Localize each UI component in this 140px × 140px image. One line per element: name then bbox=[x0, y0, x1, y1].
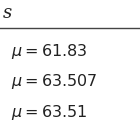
Text: $\mu = 63.51$: $\mu = 63.51$ bbox=[11, 102, 88, 122]
Text: s: s bbox=[3, 4, 12, 22]
Text: $\mu = 61.83$: $\mu = 61.83$ bbox=[11, 42, 87, 61]
Text: $\mu = 63.507$: $\mu = 63.507$ bbox=[11, 72, 98, 91]
